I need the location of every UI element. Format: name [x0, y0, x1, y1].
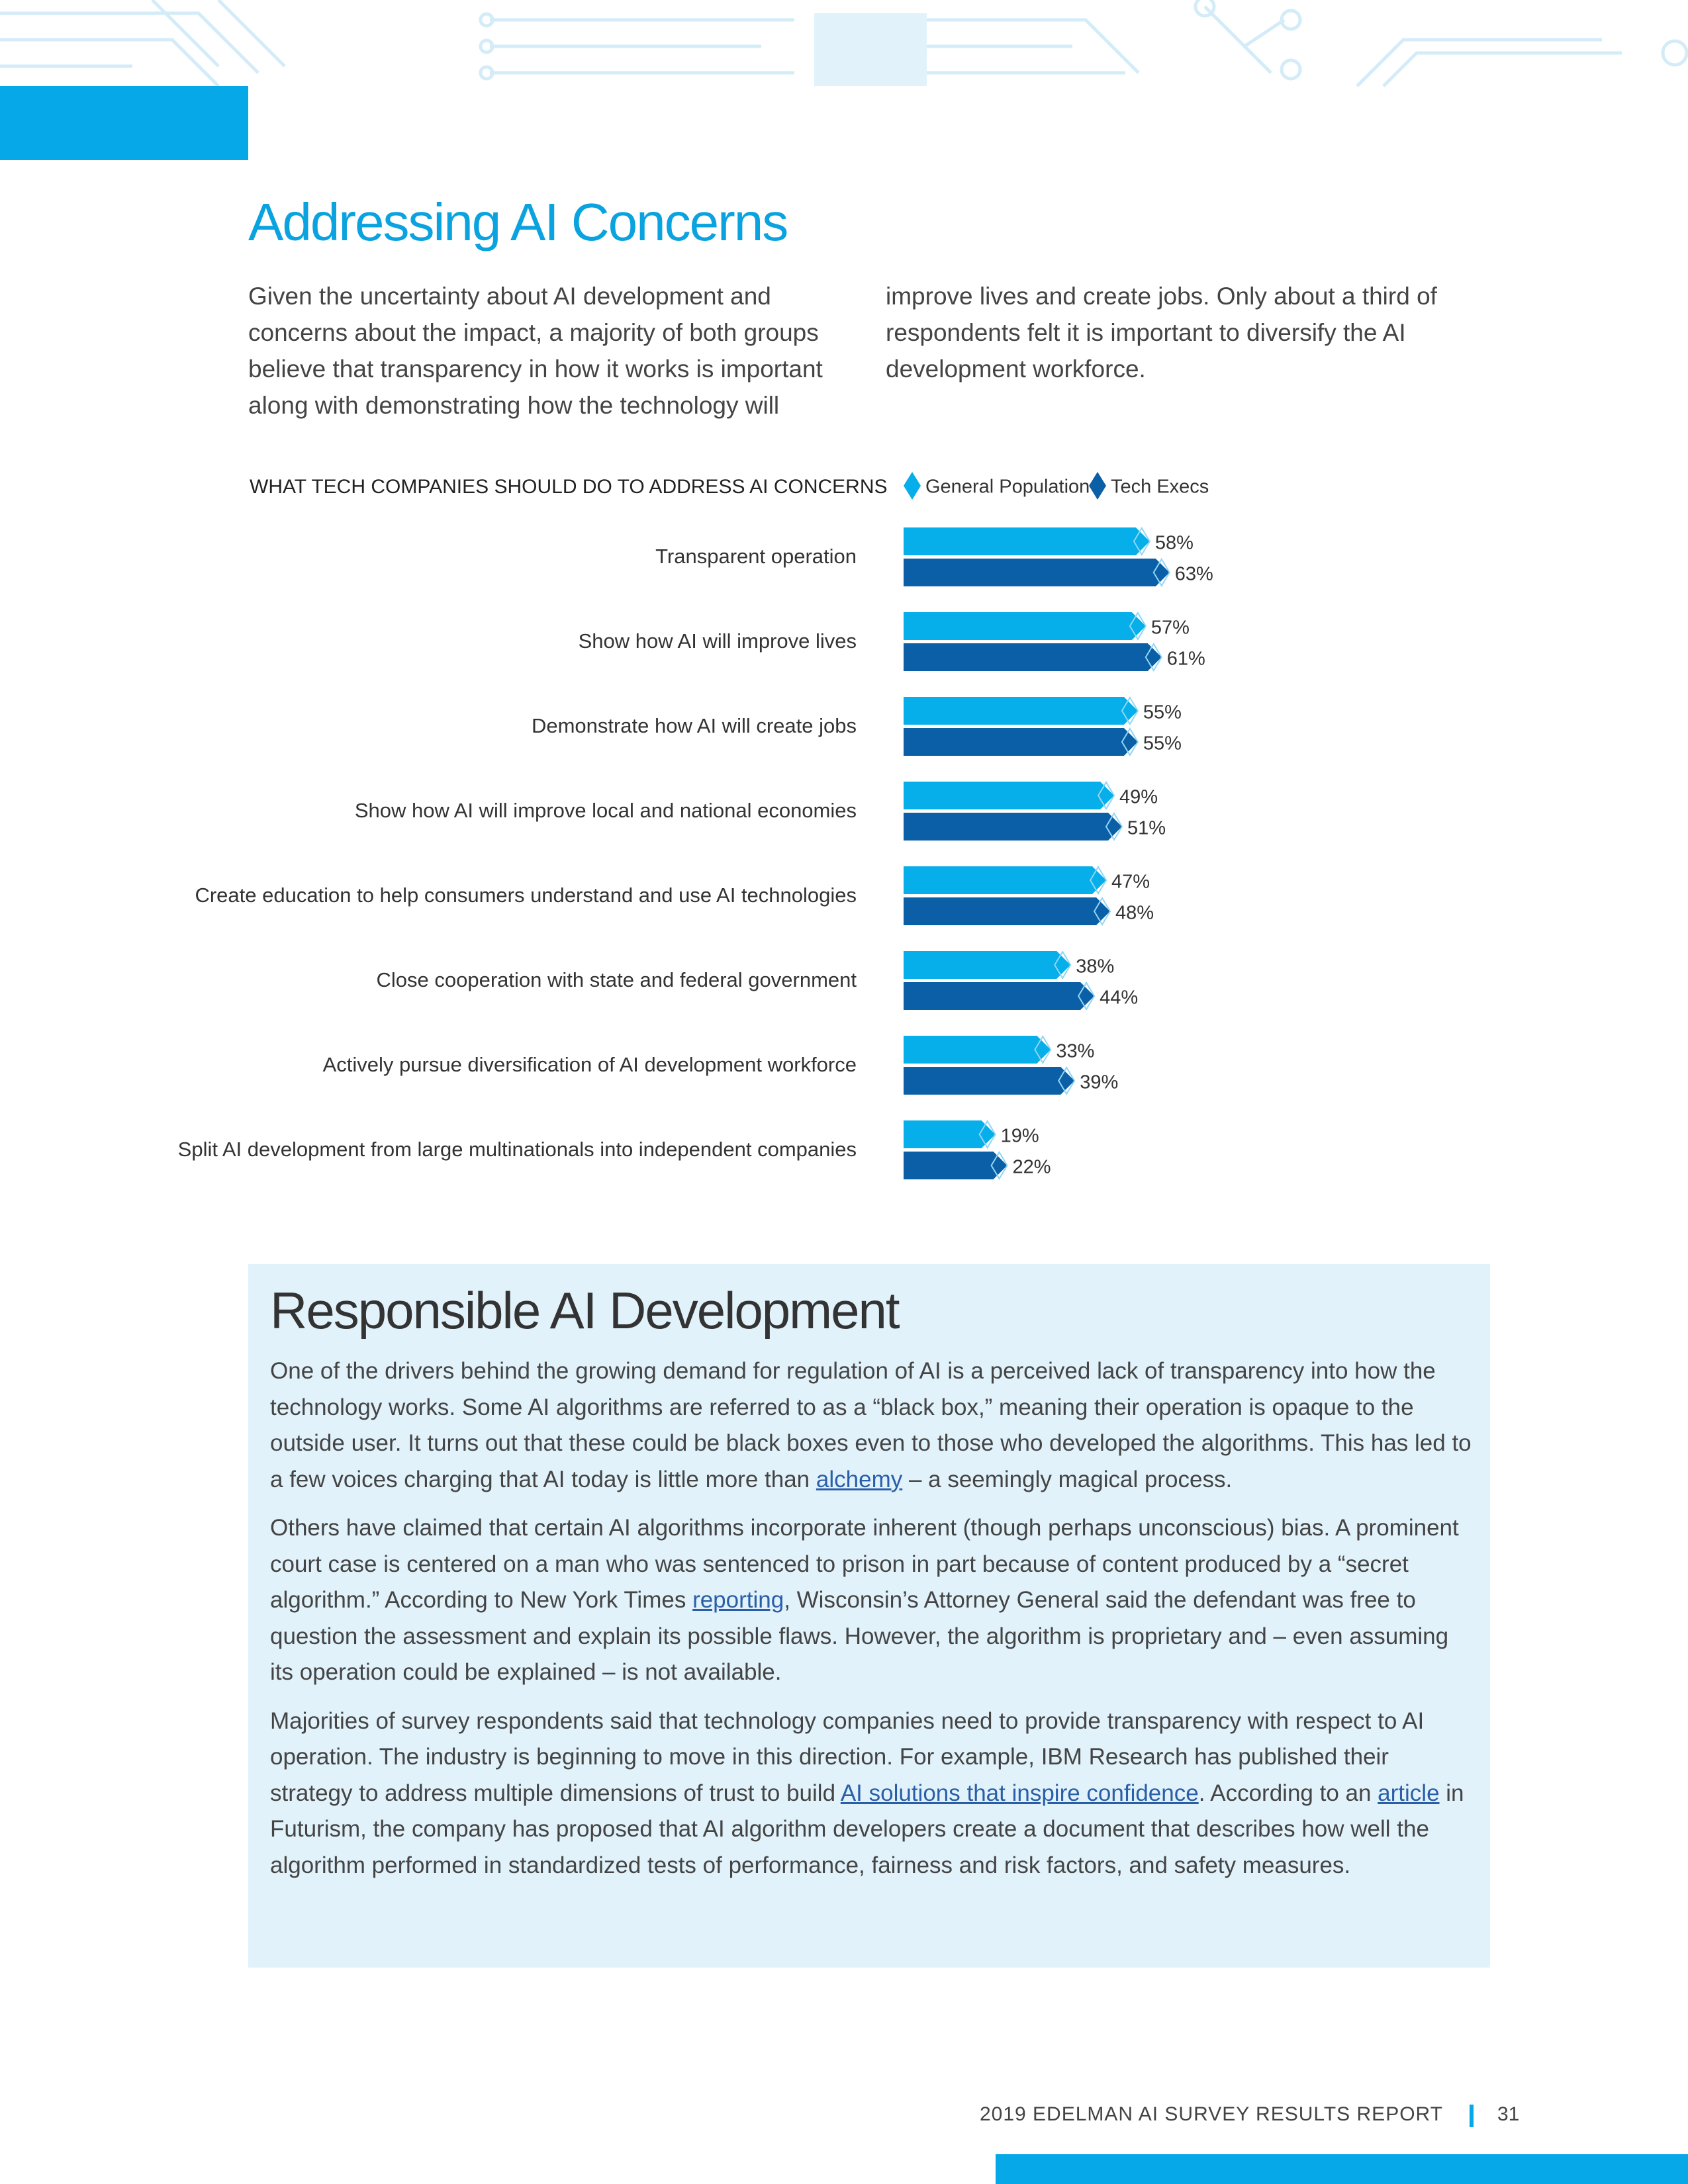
legend-swatch: [904, 472, 921, 500]
bar-tip: [1093, 897, 1111, 926]
link[interactable]: AI solutions that inspire confidence: [840, 1780, 1199, 1806]
bar-tip: [1105, 812, 1123, 841]
legend-swatch: [1089, 472, 1106, 500]
category-label: Create education to help consumers under…: [195, 884, 857, 907]
link[interactable]: article: [1378, 1780, 1440, 1806]
value-label: 57%: [1151, 617, 1190, 639]
chart-title: WHAT TECH COMPANIES SHOULD DO TO ADDRESS…: [250, 476, 888, 498]
bar-tip: [978, 1120, 996, 1149]
value-label: 22%: [1013, 1157, 1051, 1178]
value-label: 39%: [1080, 1072, 1118, 1093]
paragraph: One of the drivers behind the growing de…: [270, 1353, 1475, 1498]
page-title: Addressing AI Concerns: [248, 193, 788, 251]
category-label: Split AI development from large multinat…: [178, 1138, 857, 1161]
bar-tip: [1054, 950, 1072, 979]
value-label: 44%: [1100, 987, 1138, 1009]
category-label: Show how AI will improve local and natio…: [355, 799, 857, 822]
legend-label: Tech Execs: [1111, 477, 1209, 498]
bar: [904, 527, 1150, 555]
text-run: One of the drivers behind the growing de…: [270, 1358, 1472, 1492]
bar: [904, 1120, 996, 1148]
bar: [904, 1067, 1075, 1095]
callout-box: [248, 1264, 1490, 1968]
bar-tip: [1089, 866, 1107, 895]
bar: [904, 643, 1162, 671]
bar-tip: [1145, 643, 1162, 672]
bar: [904, 866, 1107, 894]
bar-tip: [1034, 1035, 1052, 1064]
text-run: , Wisconsin’s Attorney General said the …: [270, 1587, 1449, 1685]
graphics: WHAT TECH COMPANIES SHOULD DO TO ADDRESS…: [0, 0, 1688, 1180]
bar: [904, 559, 1170, 586]
value-label: 48%: [1115, 903, 1154, 924]
link[interactable]: alchemy: [816, 1466, 903, 1492]
value-label: 38%: [1076, 956, 1114, 978]
text-run: – a seemingly magical process.: [902, 1466, 1233, 1492]
link[interactable]: reporting: [692, 1587, 784, 1613]
bar: [904, 782, 1115, 809]
bar: [904, 612, 1146, 640]
bar: [904, 728, 1138, 756]
paragraph: Others have claimed that certain AI algo…: [270, 1510, 1475, 1691]
bar-tip: [1077, 981, 1096, 1011]
category-label: Actively pursue diversification of AI de…: [323, 1053, 857, 1076]
bar-tip: [1133, 527, 1151, 556]
bar-tip: [1121, 727, 1139, 756]
footer-bar: [996, 2154, 1688, 2184]
value-label: 63%: [1175, 564, 1213, 585]
bar: [904, 1152, 1008, 1179]
bar-tip: [1129, 612, 1147, 641]
text-run: . According to an: [1198, 1780, 1378, 1806]
value-label: 58%: [1155, 533, 1194, 554]
circuit-chip: [814, 13, 927, 86]
value-label: 49%: [1119, 787, 1158, 808]
bar: [904, 897, 1111, 925]
footer-page: 31: [1497, 2103, 1520, 2125]
callout-body: One of the drivers behind the growing de…: [270, 1353, 1475, 1896]
value-label: 55%: [1143, 733, 1182, 754]
bar-tip: [1121, 696, 1139, 725]
value-label: 19%: [1001, 1126, 1039, 1147]
bar-tip: [1058, 1066, 1076, 1095]
value-label: 51%: [1127, 818, 1166, 839]
value-label: 47%: [1111, 872, 1150, 893]
intro-text: Given the uncertainty about AI developme…: [248, 283, 1437, 419]
bar: [904, 813, 1122, 841]
bar: [904, 1036, 1051, 1064]
value-label: 55%: [1143, 702, 1182, 723]
bar-tip: [1097, 781, 1115, 810]
header-block: [0, 86, 248, 160]
footer-separator: [1470, 2105, 1474, 2127]
text-run: Others have claimed that certain AI algo…: [270, 1515, 1459, 1613]
legend-label: General Population: [925, 477, 1090, 498]
bar: [904, 982, 1095, 1010]
circuit-decoration: [0, 0, 1688, 87]
text-run: Majorities of survey respondents said th…: [270, 1707, 1425, 1806]
bar-tip: [1152, 558, 1170, 587]
bar: [904, 951, 1071, 979]
value-label: 61%: [1167, 649, 1205, 670]
text-run: in Futurism, the company has proposed th…: [270, 1780, 1464, 1878]
value-label: 33%: [1056, 1041, 1094, 1062]
category-label: Close cooperation with state and federal…: [377, 968, 857, 991]
category-label: Demonstrate how AI will create jobs: [532, 714, 857, 737]
bar-tip: [990, 1151, 1008, 1180]
callout-title: Responsible AI Development: [270, 1281, 900, 1340]
bar: [904, 697, 1138, 725]
category-label: Transparent operation: [655, 545, 857, 568]
footer-report: 2019 EDELMAN AI SURVEY RESULTS REPORT: [979, 2103, 1443, 2125]
paragraph: Majorities of survey respondents said th…: [270, 1704, 1475, 1884]
category-label: Show how AI will improve lives: [579, 629, 857, 653]
